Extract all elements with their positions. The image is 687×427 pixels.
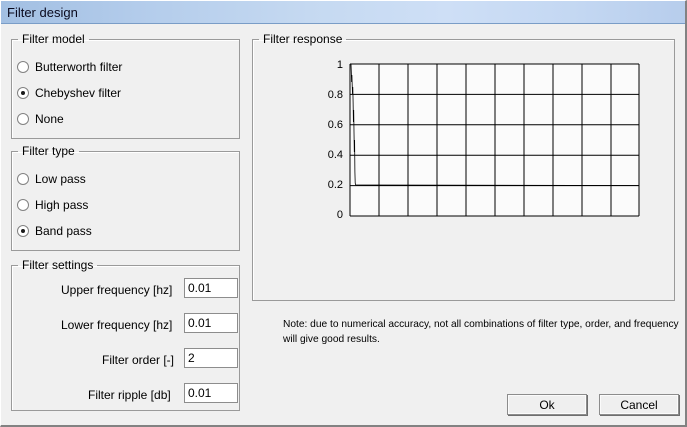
svg-text:0: 0 — [337, 209, 343, 221]
svg-text:0.8: 0.8 — [328, 89, 343, 101]
svg-text:0.4: 0.4 — [328, 149, 343, 161]
svg-text:1: 1 — [337, 59, 343, 71]
svg-text:0.2: 0.2 — [328, 179, 343, 191]
svg-text:0.6: 0.6 — [328, 119, 343, 131]
